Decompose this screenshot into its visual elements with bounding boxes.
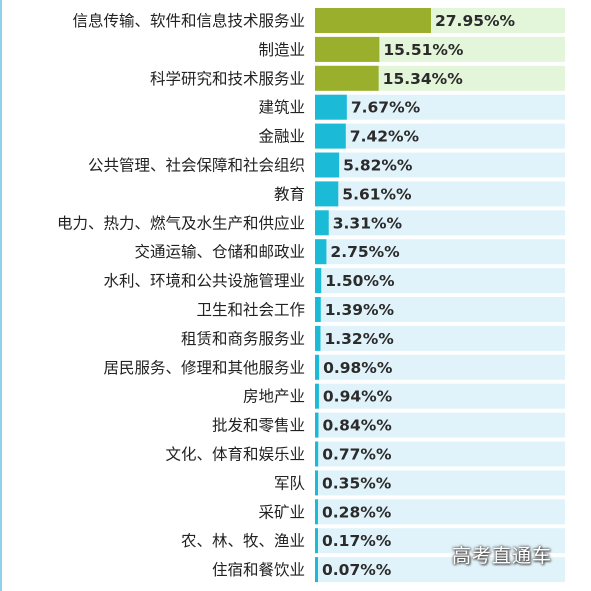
category-label: 公共管理、社会保障和社会组织 [88,157,305,175]
bar-track [315,268,565,294]
bar-track [315,123,565,149]
bar-track [315,441,565,467]
value-label: 1.39%% [325,301,395,319]
bar [315,65,379,91]
bar [315,441,319,467]
category-label: 科学研究和技术服务业 [150,70,305,88]
category-label: 文化、体育和娱乐业 [165,446,305,464]
bar [315,8,431,33]
bar [315,94,347,120]
category-label: 交通运输、仓储和邮政业 [134,243,305,261]
bar [315,268,322,294]
value-label: 0.28%% [322,503,392,521]
category-label: 房地产业 [243,388,305,406]
bar [315,557,318,583]
bar-track [315,325,565,351]
bar-track [315,152,565,178]
value-label: 1.32%% [324,330,394,348]
bar [315,499,318,525]
bar [315,36,380,62]
value-label: 7.67%% [351,99,421,117]
category-label: 金融业 [258,128,305,146]
value-label: 7.42%% [350,128,420,146]
value-label: 5.61%% [342,185,412,203]
bar-track [315,297,565,322]
watermark-text: 高考直通车 [452,545,553,567]
value-label: 1.50%% [325,272,395,290]
bar [315,528,318,554]
category-label: 建筑业 [258,99,305,117]
bar-track [315,210,565,236]
category-label: 电力、热力、燃气及水生产和供应业 [57,213,305,232]
category-label: 租赁和商务服务业 [181,330,305,348]
value-label: 3.31%% [333,214,403,232]
bar [315,239,327,265]
bar [315,470,318,496]
bar [315,354,320,380]
value-label: 0.07%% [322,561,392,579]
left-border-line [0,0,2,591]
bar [315,297,321,322]
bar-track [315,499,565,525]
category-label: 卫生和社会工作 [196,301,305,319]
bar-track [315,412,565,438]
bar [315,325,321,351]
category-label: 批发和零售业 [212,417,305,435]
value-label: 15.34%% [383,70,464,88]
bar-track [315,239,565,265]
value-label: 0.84%% [322,417,392,435]
value-label: 5.82%% [343,157,413,175]
category-label: 住宿和餐饮业 [212,561,305,579]
category-label: 水利、环境和公共设施管理业 [103,271,305,290]
value-label: 2.75%% [330,243,400,261]
bar [315,383,319,409]
category-label: 教育 [274,185,305,203]
bar [315,123,346,149]
category-label: 居民服务、修理和其他服务业 [103,359,305,377]
bar [315,412,319,438]
category-label: 信息传输、软件和信息技术服务业 [72,12,305,30]
bar [315,152,340,178]
bar-track [315,354,565,380]
value-label: 0.98%% [323,359,393,377]
bar-track [315,470,565,496]
bar-track [315,383,565,409]
bar-track [315,557,565,583]
bar-track [315,94,565,120]
value-label: 0.17%% [322,532,392,550]
bar [315,210,329,236]
category-label: 农、林、牧、渔业 [181,532,305,550]
value-label: 0.35%% [322,474,392,492]
category-label: 采矿业 [258,503,305,521]
value-label: 27.95%% [435,12,516,30]
category-label: 制造业 [258,41,305,59]
bar-track [315,528,565,554]
bar-track [315,181,565,207]
value-label: 0.94%% [323,388,393,406]
value-label: 0.77%% [322,446,392,464]
value-label: 15.51%% [383,41,464,59]
category-label: 军队 [274,474,306,492]
bar [315,181,339,207]
